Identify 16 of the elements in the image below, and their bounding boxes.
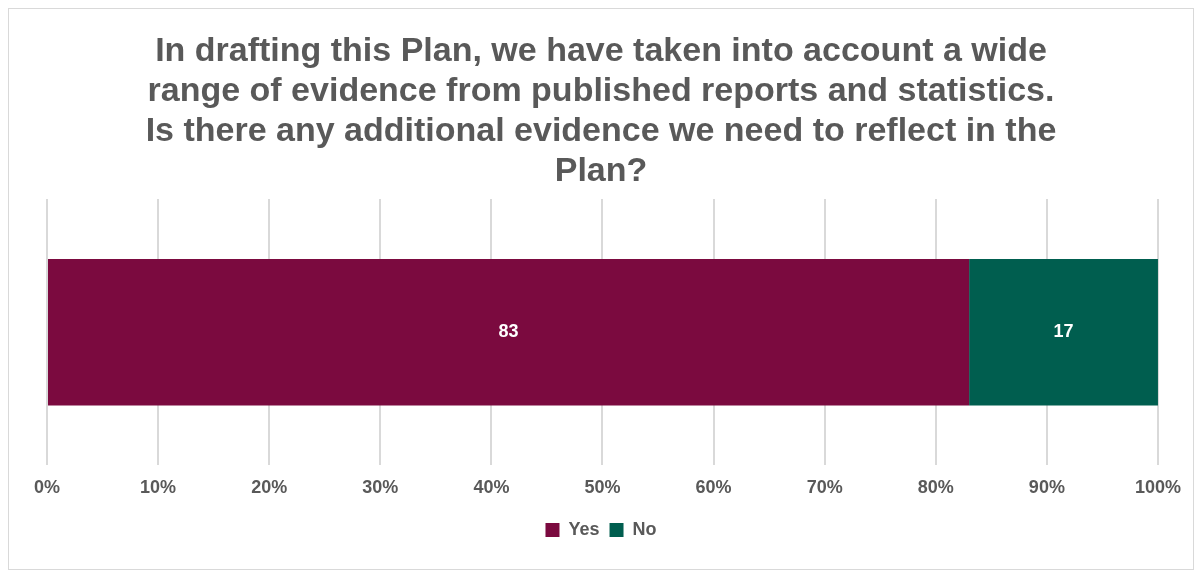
chart-title: In drafting this Plan, we have taken into account a wide range of evidence from published reports and statistics. Is there any additional evidence we need to reflect in the Plan? — [144, 29, 1058, 189]
x-tick-label: 80% — [917, 477, 954, 498]
x-tick-label: 0% — [33, 477, 61, 498]
data-label: 17 — [1053, 321, 1074, 342]
x-tick-label: 40% — [473, 477, 510, 498]
x-tick-label: 50% — [584, 477, 621, 498]
legend-label: Yes — [568, 518, 600, 539]
x-tick-label: 60% — [695, 477, 732, 498]
x-tick-label: 70% — [806, 477, 843, 498]
x-tick-label: 30% — [362, 477, 399, 498]
data-label: 83 — [498, 321, 519, 342]
x-tick-label: 90% — [1028, 477, 1065, 498]
legend-label: No — [632, 518, 657, 539]
x-tick-label: 10% — [140, 477, 177, 498]
x-tick-label: 20% — [251, 477, 288, 498]
x-tick-label: 100% — [1134, 477, 1181, 498]
